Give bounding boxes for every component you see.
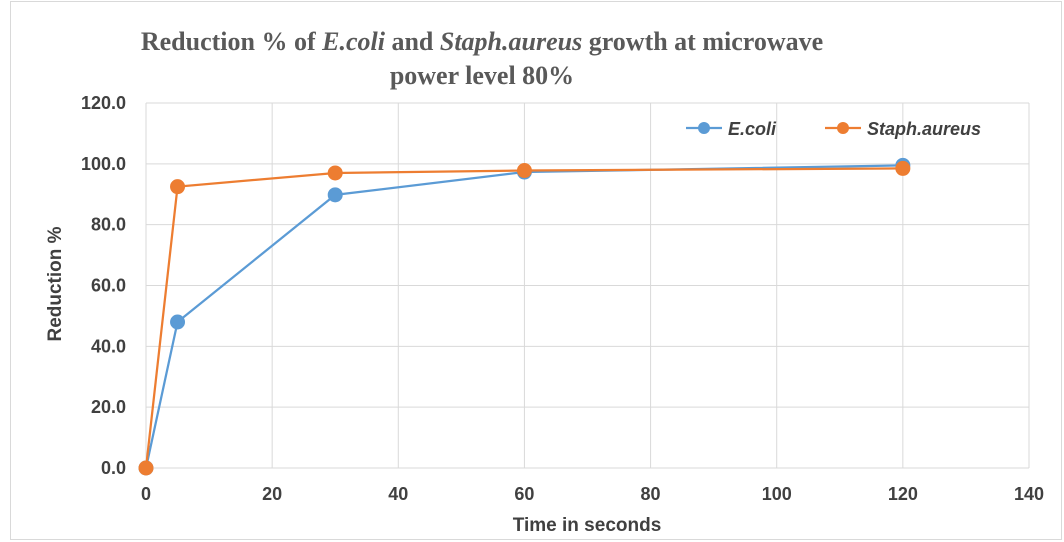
legend-swatch-marker bbox=[698, 122, 710, 134]
x-tick-label: 80 bbox=[641, 484, 661, 504]
grid bbox=[145, 102, 1030, 469]
y-tick-label: 60.0 bbox=[91, 276, 126, 296]
title-run: Reduction % of bbox=[141, 27, 322, 56]
y-tick-label: 80.0 bbox=[91, 215, 126, 235]
series-layer bbox=[138, 157, 911, 476]
data-point bbox=[138, 460, 154, 476]
x-axis-title: Time in seconds bbox=[513, 515, 662, 536]
title-run: Staph.aureus bbox=[440, 27, 582, 56]
x-tick-label: 60 bbox=[514, 484, 534, 504]
title-run: growth at microwave bbox=[582, 27, 823, 56]
legend-label: Staph.aureus bbox=[867, 119, 981, 139]
data-point bbox=[516, 163, 532, 179]
x-tick-label: 120 bbox=[888, 484, 918, 504]
data-point bbox=[170, 314, 186, 330]
y-tick-label: 40.0 bbox=[91, 336, 126, 356]
y-axis-title: Reduction % bbox=[45, 226, 66, 341]
x-tick-label: 0 bbox=[141, 484, 151, 504]
x-tick-label: 140 bbox=[1014, 484, 1044, 504]
legend: E.coli Staph.aureus bbox=[686, 119, 981, 139]
data-point bbox=[327, 187, 343, 203]
series-staph-aureus bbox=[138, 160, 911, 476]
legend-label: E.coli bbox=[728, 119, 777, 139]
legend-swatch-marker bbox=[837, 122, 849, 134]
y-tick-label: 120.0 bbox=[81, 93, 126, 113]
data-point bbox=[895, 160, 911, 176]
data-point bbox=[327, 165, 343, 181]
y-tick-label: 20.0 bbox=[91, 397, 126, 417]
y-tick-label: 0.0 bbox=[101, 458, 126, 478]
x-tick-label: 100 bbox=[762, 484, 792, 504]
data-point bbox=[170, 179, 186, 195]
tick-labels: 0.0 20.0 40.0 60.0 80.0 100.0 120.0 0 20 40 60 80 10… bbox=[81, 93, 1044, 504]
chart-title-line-2: power level 80% bbox=[390, 61, 574, 90]
y-tick-label: 100.0 bbox=[81, 154, 126, 174]
x-tick-label: 40 bbox=[388, 484, 408, 504]
x-tick-label: 20 bbox=[262, 484, 282, 504]
chart-title-line-1: Reduction % of E.coli and Staph.aureus g… bbox=[141, 27, 823, 56]
title-run: E.coli bbox=[321, 27, 386, 56]
chart-frame bbox=[10, 1, 1062, 540]
title-run: and bbox=[385, 27, 440, 56]
